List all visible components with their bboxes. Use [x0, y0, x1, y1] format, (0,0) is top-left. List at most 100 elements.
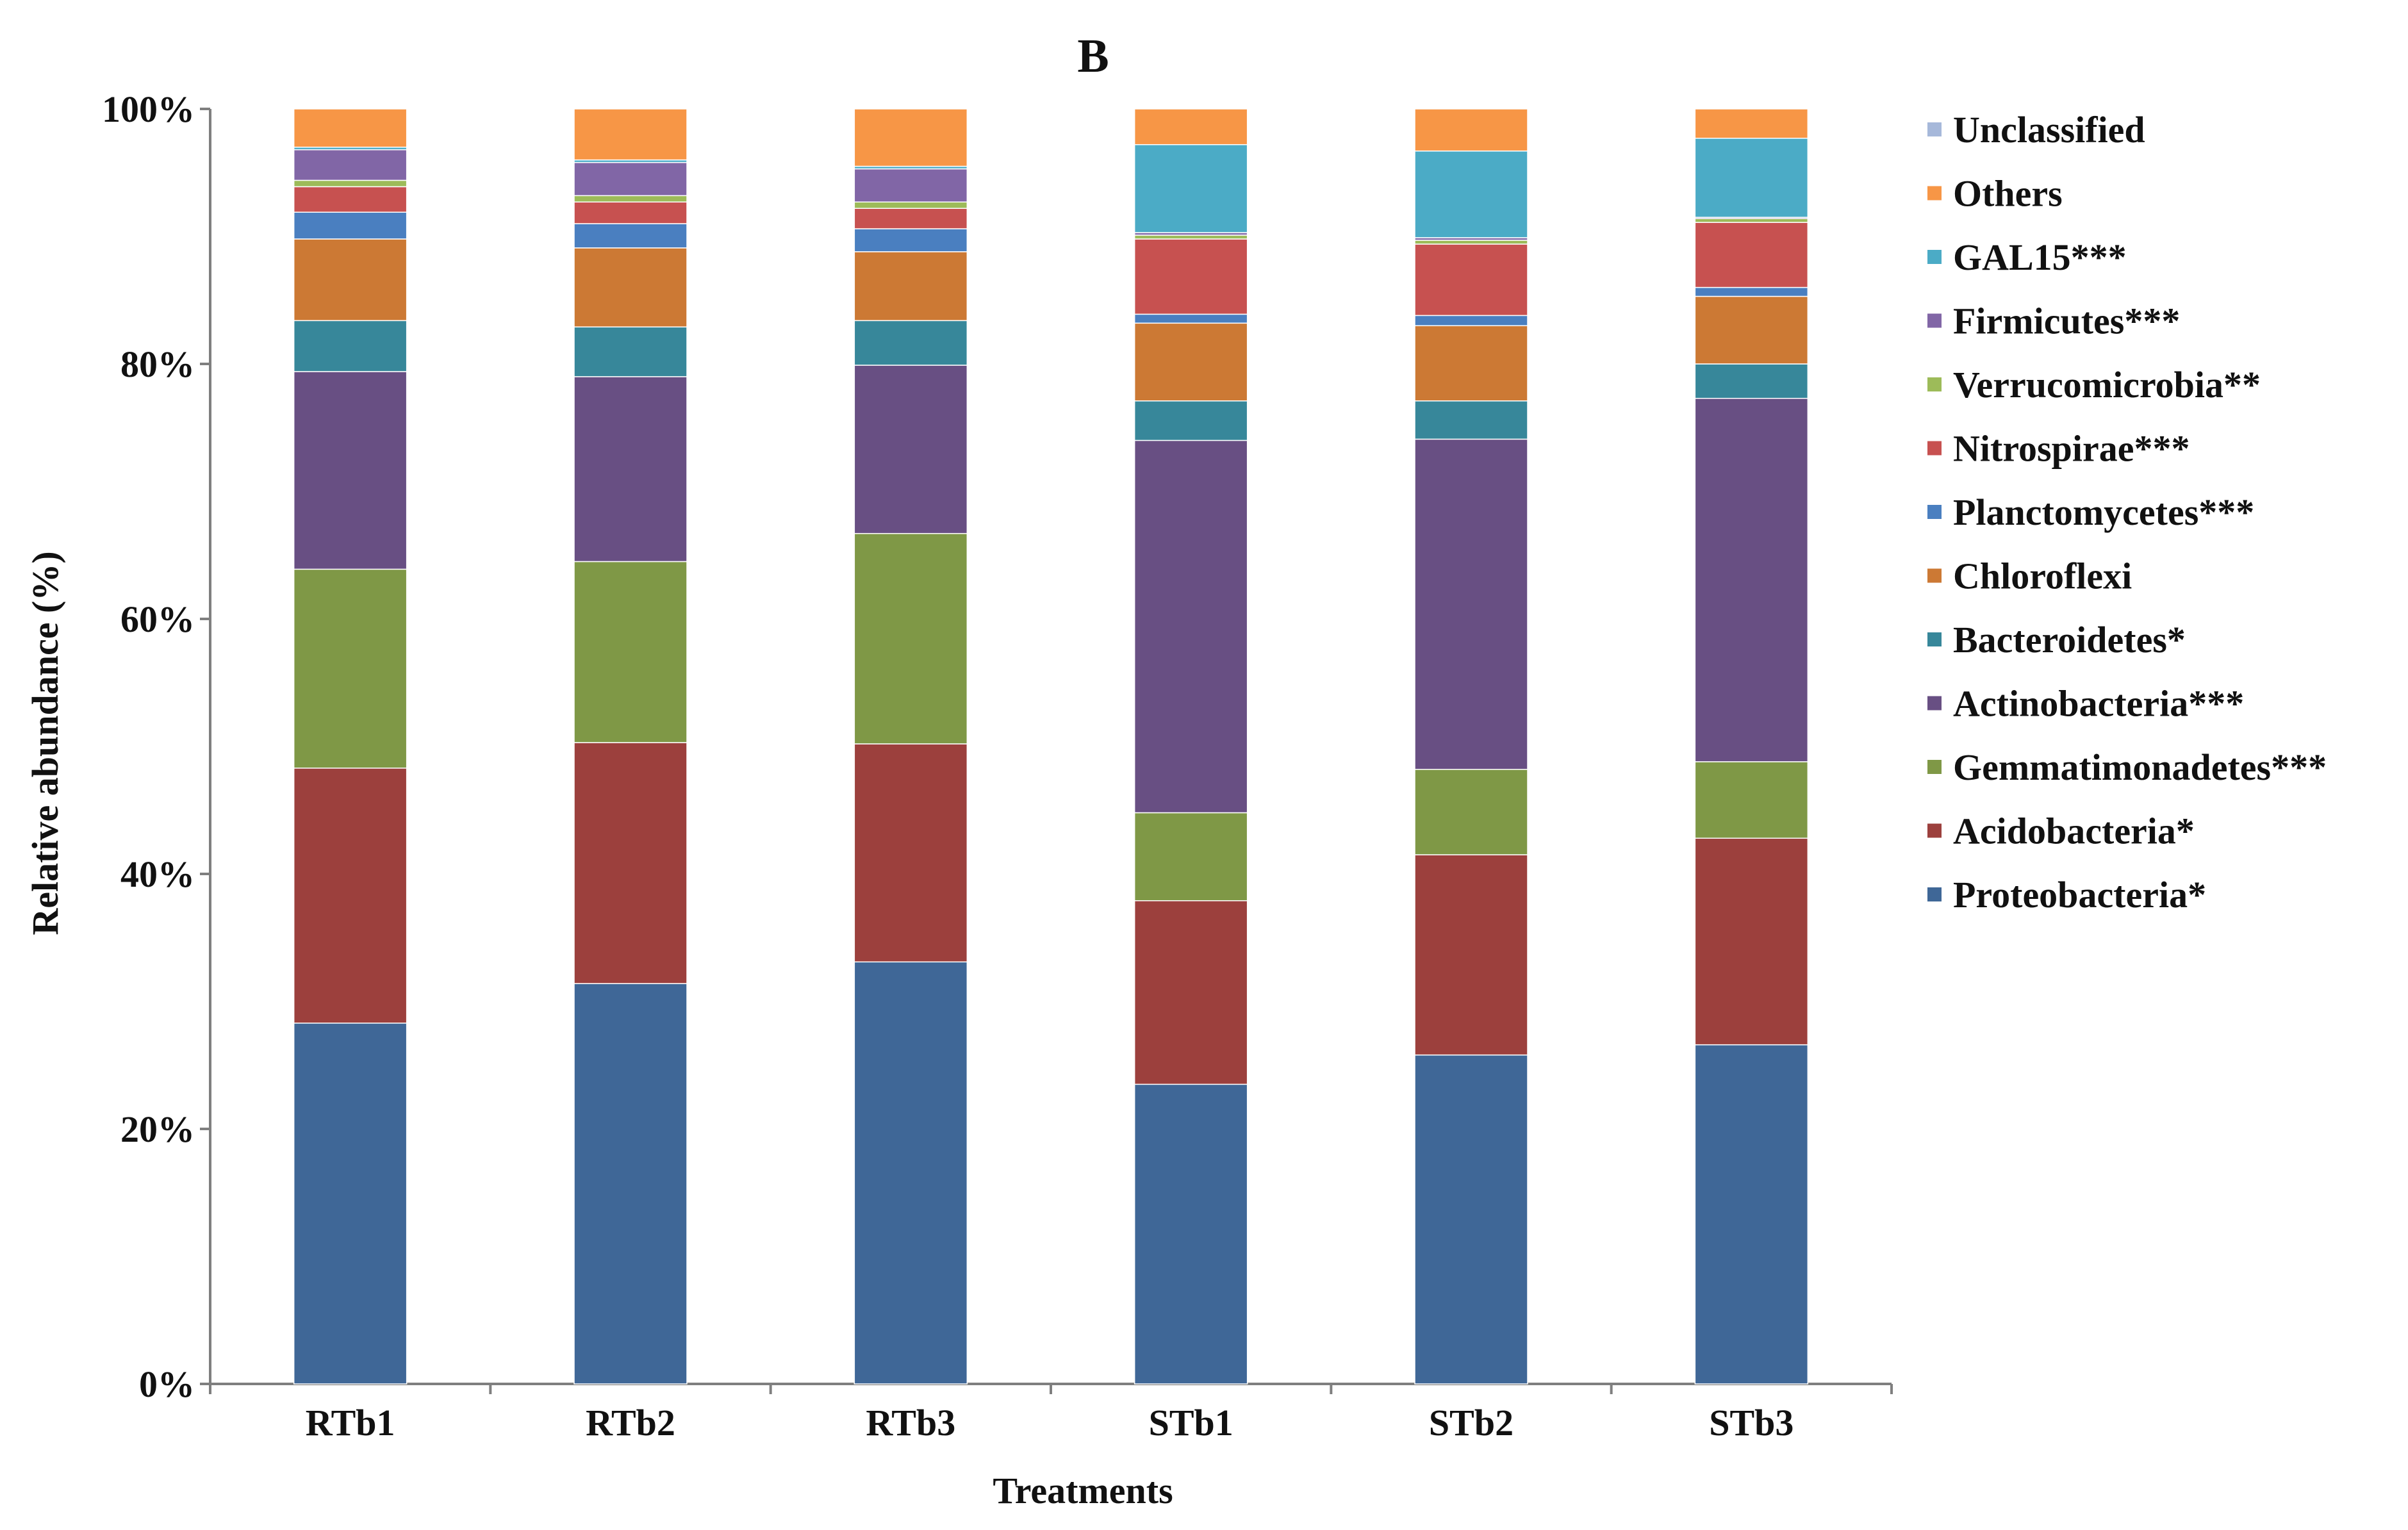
bar-segment: [293, 371, 408, 570]
bar-segment: [1694, 397, 1809, 762]
y-tick-label: 100%: [102, 88, 195, 130]
bar-segment: [1414, 315, 1528, 327]
legend-swatch: [1927, 696, 1942, 711]
bar-segment: [1694, 295, 1809, 365]
legend-label: Bacteroidetes*: [1953, 619, 2186, 661]
legend-label: Firmicutes***: [1953, 300, 2180, 342]
bar-segment: [293, 238, 408, 322]
x-tick-label: STb3: [1709, 1402, 1794, 1444]
bar-segment: [854, 251, 968, 322]
legend-label: GAL15***: [1953, 236, 2127, 278]
bar-segment: [1134, 400, 1248, 441]
bar-segment: [854, 228, 968, 252]
bar-segment: [293, 108, 408, 148]
bar-segment: [573, 195, 688, 203]
x-tick-label: RTb1: [306, 1402, 395, 1444]
bar-segment: [573, 161, 688, 197]
y-tick-label: 80%: [120, 343, 195, 385]
bar-segment: [1414, 240, 1528, 245]
legend-swatch: [1927, 122, 1942, 136]
bar-segment: [573, 326, 688, 377]
legend-label: Unclassified: [1953, 109, 2145, 151]
bar-segment: [293, 768, 408, 1024]
bar-segment: [293, 186, 408, 213]
bar-segment: [573, 108, 688, 161]
bar-segment: [1694, 1044, 1809, 1385]
bar-segment: [1414, 400, 1528, 440]
bar-segment: [1414, 150, 1528, 238]
bar-segment: [293, 320, 408, 372]
bar-segment: [1694, 222, 1809, 288]
legend-swatch: [1927, 377, 1942, 391]
bar-segment: [293, 179, 408, 188]
bar-segment: [1134, 900, 1248, 1085]
bar-segment: [1134, 322, 1248, 402]
bar-segment: [1134, 234, 1248, 240]
x-axis-label: Treatments: [993, 1470, 1173, 1511]
bar-segment: [1694, 138, 1809, 218]
legend: Unclassified Others GAL15*** Firmicutes*** V…: [1927, 109, 2327, 916]
x-tick-label: STb1: [1149, 1402, 1233, 1444]
bar-segment: [854, 208, 968, 229]
bar-segment: [1134, 108, 1248, 145]
bar-segment: [1134, 812, 1248, 901]
bar-segment: [854, 961, 968, 1385]
bar-segment: [573, 983, 688, 1385]
bar-segment: [1134, 144, 1248, 233]
bar-segment: [854, 168, 968, 203]
bar-segment: [573, 247, 688, 328]
y-tick-label: 0%: [139, 1363, 195, 1405]
legend-label: Chloroflexi: [1953, 555, 2132, 597]
bar-segment: [573, 376, 688, 563]
legend-swatch: [1927, 760, 1942, 774]
bar-segment: [1134, 313, 1248, 324]
legend-swatch: [1927, 568, 1942, 583]
bar-segment: [1414, 325, 1528, 402]
legend-swatch: [1927, 632, 1942, 646]
bar-segment: [1694, 761, 1809, 839]
legend-swatch: [1927, 505, 1942, 519]
bar-segment: [1694, 837, 1809, 1046]
bar-segment: [1694, 108, 1809, 139]
bar-segment: [1414, 438, 1528, 770]
x-tick-label: STb2: [1429, 1402, 1513, 1444]
legend-swatch: [1927, 250, 1942, 264]
bar-segment: [1414, 243, 1528, 317]
bar-segment: [1134, 238, 1248, 315]
bar-segment: [1694, 363, 1809, 399]
bar-segment: [1414, 769, 1528, 855]
bar-segment: [1414, 854, 1528, 1056]
bar-segment: [573, 742, 688, 984]
bar-segment: [293, 211, 408, 240]
chart-title: B: [1077, 30, 1109, 83]
y-tick-label: 40%: [120, 853, 195, 895]
bar-segment: [1694, 218, 1809, 223]
legend-label: Actinobacteria***: [1953, 683, 2244, 725]
x-tick-label: RTb2: [586, 1402, 675, 1444]
legend-label: Proteobacteria*: [1953, 874, 2206, 916]
legend-label: Verrucomicrobia**: [1953, 364, 2261, 406]
bar-segment: [573, 561, 688, 743]
bar-segment: [854, 108, 968, 167]
plot-area: 0% 20% 40% 60% 80% 100% RTb1 RTb2 RTb3 STb1 STb2 ST…: [102, 88, 1893, 1444]
bar-segment: [1134, 1083, 1248, 1385]
x-tick-label: RTb3: [866, 1402, 955, 1444]
bar-segment: [293, 568, 408, 769]
bar-segment: [854, 320, 968, 366]
bar-segment: [854, 365, 968, 534]
bar-segment: [293, 149, 408, 181]
legend-label: Planctomycetes***: [1953, 491, 2254, 533]
bar-segment: [854, 201, 968, 209]
bar-segment: [854, 532, 968, 744]
legend-label: Others: [1953, 173, 2063, 215]
y-tick-label: 60%: [120, 598, 195, 640]
bar-segment: [573, 201, 688, 224]
legend-swatch: [1927, 441, 1942, 456]
bar-segment: [1134, 440, 1248, 814]
bar-segment: [854, 743, 968, 963]
legend-swatch: [1927, 823, 1942, 838]
bar-segment: [573, 223, 688, 249]
legend-swatch: [1927, 313, 1942, 328]
bar-segment: [1414, 108, 1528, 152]
